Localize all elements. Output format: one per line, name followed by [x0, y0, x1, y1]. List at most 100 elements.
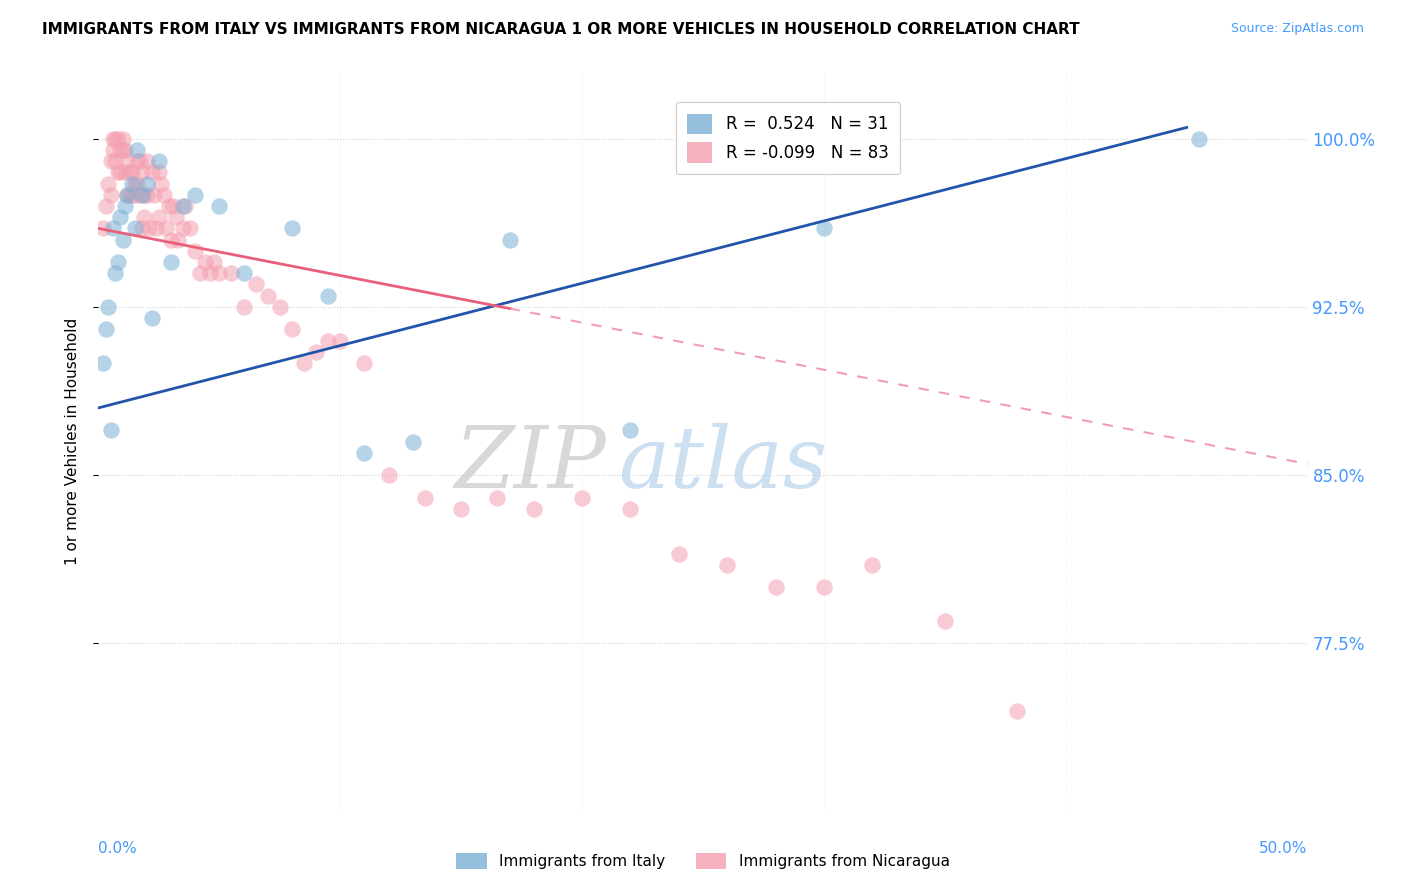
- Point: [402, 434, 425, 449]
- Point: [188, 266, 211, 280]
- Point: [221, 266, 243, 280]
- Point: [232, 266, 254, 280]
- Point: [104, 266, 127, 280]
- Point: [160, 255, 183, 269]
- Point: [619, 423, 641, 437]
- Point: [143, 187, 166, 202]
- Point: [148, 165, 170, 179]
- Point: [141, 311, 163, 326]
- Point: [135, 187, 157, 202]
- Point: [114, 199, 136, 213]
- Point: [111, 131, 134, 145]
- Point: [94, 322, 117, 336]
- Point: [128, 154, 150, 169]
- Point: [184, 244, 207, 258]
- Point: [172, 221, 194, 235]
- Point: [124, 177, 146, 191]
- Point: [100, 187, 122, 202]
- Point: [765, 580, 787, 594]
- Point: [127, 143, 149, 157]
- Point: [107, 131, 129, 145]
- Point: [121, 187, 143, 202]
- Point: [162, 199, 184, 213]
- Point: [179, 221, 201, 235]
- Point: [148, 210, 170, 224]
- Point: [523, 501, 546, 516]
- Point: [131, 221, 153, 235]
- Point: [124, 221, 146, 235]
- Point: [127, 177, 149, 191]
- Point: [117, 187, 139, 202]
- Point: [101, 143, 124, 157]
- Point: [184, 187, 207, 202]
- Point: [256, 289, 278, 303]
- Point: [121, 165, 143, 179]
- Point: [413, 491, 436, 505]
- Point: [131, 187, 153, 202]
- Text: 50.0%: 50.0%: [1260, 841, 1308, 856]
- Point: [860, 558, 883, 572]
- Point: [152, 187, 174, 202]
- Point: [934, 614, 956, 628]
- Point: [619, 501, 641, 516]
- Point: [101, 221, 124, 235]
- Point: [111, 143, 134, 157]
- Text: atlas: atlas: [619, 423, 828, 505]
- Point: [128, 187, 150, 202]
- Point: [204, 255, 226, 269]
- Point: [135, 177, 157, 191]
- Point: [150, 177, 173, 191]
- Point: [108, 210, 131, 224]
- Point: [305, 344, 328, 359]
- Point: [101, 131, 124, 145]
- Point: [813, 580, 835, 594]
- Point: [167, 233, 190, 247]
- Point: [97, 300, 120, 314]
- Point: [97, 177, 120, 191]
- Point: [194, 255, 217, 269]
- Point: [91, 356, 114, 370]
- Point: [104, 154, 127, 169]
- Point: [104, 131, 127, 145]
- Point: [813, 221, 835, 235]
- Point: [486, 491, 509, 505]
- Point: [124, 187, 146, 202]
- Point: [245, 277, 267, 292]
- Point: [107, 255, 129, 269]
- Point: [94, 199, 117, 213]
- Point: [131, 165, 153, 179]
- Point: [107, 165, 129, 179]
- Point: [1007, 704, 1029, 718]
- Point: [117, 154, 139, 169]
- Point: [160, 233, 183, 247]
- Legend: R =  0.524   N = 31, R = -0.099   N = 83: R = 0.524 N = 31, R = -0.099 N = 83: [676, 102, 900, 174]
- Point: [269, 300, 291, 314]
- Point: [174, 199, 197, 213]
- Point: [111, 233, 134, 247]
- Point: [232, 300, 254, 314]
- Point: [100, 154, 122, 169]
- Point: [1188, 131, 1211, 145]
- Point: [108, 165, 131, 179]
- Point: [145, 221, 167, 235]
- Point: [108, 143, 131, 157]
- Point: [292, 356, 315, 370]
- Point: [100, 423, 122, 437]
- Point: [316, 289, 339, 303]
- Point: [91, 221, 114, 235]
- Point: [138, 221, 160, 235]
- Point: [157, 199, 180, 213]
- Point: [134, 187, 156, 202]
- Point: [118, 187, 141, 202]
- Point: [329, 334, 352, 348]
- Point: [127, 154, 149, 169]
- Y-axis label: 1 or more Vehicles in Household: 1 or more Vehicles in Household: [65, 318, 80, 566]
- Point: [198, 266, 221, 280]
- Point: [208, 266, 231, 280]
- Text: 0.0%: 0.0%: [98, 841, 138, 856]
- Point: [377, 468, 399, 483]
- Point: [668, 547, 690, 561]
- Point: [118, 165, 141, 179]
- Point: [141, 165, 163, 179]
- Point: [134, 210, 156, 224]
